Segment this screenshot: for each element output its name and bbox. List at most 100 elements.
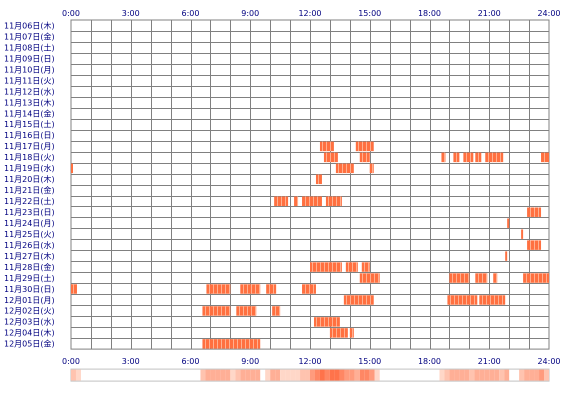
bottom-tick-labels: 0:00 3:00 6:00 9:00 12:00 15:00 18:00 21:00 24:0… (62, 357, 561, 366)
summary-strip-cell (534, 369, 540, 381)
row-label: 11月11日(火) (4, 76, 55, 85)
row-label: 12月05日(金) (4, 339, 55, 349)
x-tick-label-bottom: 12:00 (298, 357, 321, 366)
summary-strip-cell (265, 369, 271, 381)
x-tick-label-top: 18:00 (418, 9, 441, 18)
summary-strip-cell (310, 369, 315, 381)
activity-bar (361, 262, 370, 272)
activity-bar (507, 218, 510, 228)
summary-strip-cell (295, 369, 301, 381)
summary-strip-cell (349, 369, 355, 381)
summary-strip-cell (364, 369, 370, 381)
summary-strip-cell (220, 369, 226, 381)
summary-strip-cell (464, 369, 470, 381)
activity-bar (345, 262, 358, 272)
x-tick-label-top: 12:00 (298, 9, 321, 18)
summary-strip-cell (524, 369, 530, 381)
row-label: 11月18日(火) (4, 153, 55, 162)
row-label: 11月14日(金) (4, 108, 55, 118)
activity-bar (479, 295, 506, 305)
summary-strip-cell (235, 369, 241, 381)
activity-bar (523, 273, 549, 283)
summary-strip-cell (324, 369, 330, 381)
row-label: 11月24日(月) (4, 219, 55, 228)
row-labels: 11月06日(木)11月07日(金)11月08日(土) 11月09日(日) 11月1… (4, 21, 55, 349)
activity-bar (294, 196, 299, 206)
row-label: 11月06日(木) (4, 21, 55, 31)
summary-strip-cell (305, 369, 310, 381)
activity-bar (449, 273, 470, 283)
activity-bar (313, 317, 340, 327)
row-label: 11月10日(月) (4, 65, 55, 74)
summary-strip-cell (539, 369, 545, 381)
summary-strip-cell (494, 369, 500, 381)
x-tick-label-top: 3:00 (122, 9, 140, 18)
x-tick-label-top: 9:00 (241, 9, 259, 18)
summary-strip-cell (499, 369, 505, 381)
summary-strip-cell (200, 369, 206, 381)
summary-strip-cell (339, 369, 345, 381)
row-label: 11月22日(土) (4, 196, 55, 206)
summary-strip-cell (280, 369, 286, 381)
x-tick-label-bottom: 3:00 (122, 357, 140, 366)
activity-bar (441, 152, 446, 163)
activity-bar (541, 152, 549, 163)
summary-strip-cell (75, 369, 81, 381)
row-label: 11月20日(木) (4, 174, 55, 184)
activity-bar (236, 306, 257, 316)
summary-strip-cell (329, 369, 335, 381)
summary-strip-cell (319, 369, 325, 381)
row-label: 11月26日(水) (4, 240, 55, 250)
summary-strip-cell (459, 369, 465, 381)
row-label: 11月07日(金) (4, 31, 55, 41)
row-label: 11月16日(日) (4, 131, 55, 140)
summary-strip-cell (314, 369, 320, 381)
x-tick-label-top: 15:00 (358, 9, 381, 18)
summary-strip-cell (374, 369, 380, 381)
summary-strip-cell (474, 369, 480, 381)
row-label: 11月15日(土) (4, 119, 55, 129)
summary-strip-cell (359, 369, 365, 381)
x-tick-label-top: 21:00 (478, 9, 501, 18)
row-label: 12月03日(水) (4, 317, 55, 327)
summary-strip-cell (504, 369, 510, 381)
activity-bar (202, 339, 261, 349)
summary-strip-cell (300, 369, 306, 381)
activity-bar (485, 152, 504, 163)
x-tick-label-top: 24:00 (537, 9, 560, 18)
summary-strip-cell (290, 369, 296, 381)
activity-bar (266, 284, 277, 294)
activity-bar (355, 141, 374, 152)
summary-strip-cell (245, 369, 251, 381)
row-label: 11月27日(木) (4, 251, 55, 261)
summary-strip-cell (275, 369, 281, 381)
activity-bar (359, 273, 380, 283)
summary-strip-cell (285, 369, 291, 381)
summary-strip-cell (240, 369, 246, 381)
summary-strip-cell (484, 369, 490, 381)
summary-strip-cell (334, 369, 340, 381)
summary-strip-cell (255, 369, 261, 381)
row-label: 11月23日(日) (4, 208, 55, 217)
x-tick-label-top: 6:00 (182, 9, 200, 18)
summary-strip-cell (369, 369, 375, 381)
summary-strip-cell (270, 369, 276, 381)
activity-bar (302, 196, 322, 206)
activity-bar (493, 273, 498, 283)
activity-bar (475, 273, 488, 283)
summary-strip-cell (454, 369, 460, 381)
summary-strip-cell (250, 369, 256, 381)
row-label: 11月08日(土) (4, 42, 55, 52)
activity-bar (206, 284, 231, 294)
row-label: 11月17日(月) (4, 142, 55, 151)
x-tick-label-bottom: 18:00 (418, 357, 441, 366)
row-label: 11月29日(土) (4, 273, 55, 283)
summary-strip-cell (544, 369, 549, 381)
top-tick-labels: 0:00 3:00 6:00 9:00 12:00 15:00 18:00 21:00 24:0… (62, 9, 561, 18)
activity-bars (71, 141, 549, 349)
activity-bar (505, 251, 508, 261)
row-label: 11月25日(火) (4, 230, 55, 239)
activity-bar (240, 284, 261, 294)
activity-bar (325, 196, 342, 206)
